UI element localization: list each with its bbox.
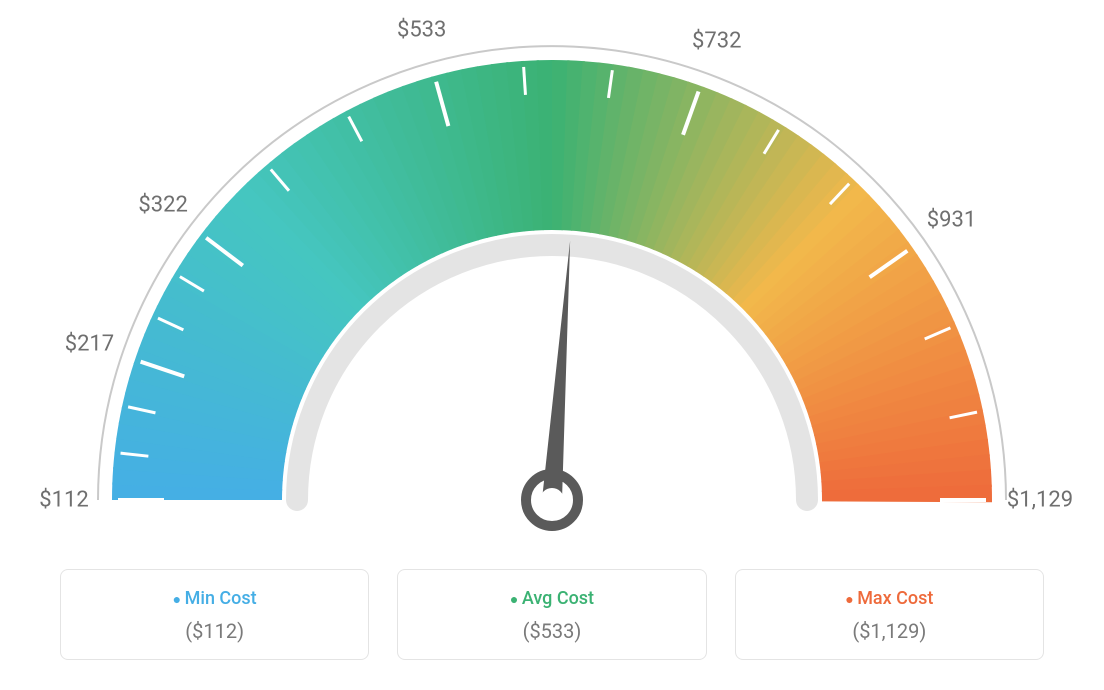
cost-gauge: $112 $217 $322 $533 $732 $931 $1,129 [0,0,1104,560]
legend-min-label: Min Cost [71,588,358,609]
gauge-tick-label: $732 [692,28,741,53]
gauge-tick-label: $112 [39,488,88,513]
legend-card-min: Min Cost ($112) [60,569,369,660]
legend-avg-value: ($533) [408,619,695,643]
legend-max-value: ($1,129) [746,619,1033,643]
gauge-tick-label: $533 [397,17,446,42]
gauge-tick-label: $1,129 [1007,488,1073,513]
legend-avg-label: Avg Cost [408,588,695,609]
gauge-svg [0,0,1104,560]
legend-card-max: Max Cost ($1,129) [735,569,1044,660]
gauge-needle-hub-hole [540,488,564,512]
legend-max-label: Max Cost [746,588,1033,609]
gauge-tick-label: $322 [138,193,187,218]
legend-min-value: ($112) [71,619,358,643]
gauge-tick-label: $217 [65,332,114,357]
gauge-needle [542,241,570,501]
legend-card-avg: Avg Cost ($533) [397,569,706,660]
legend-row: Min Cost ($112) Avg Cost ($533) Max Cost… [60,569,1044,660]
gauge-tick-label: $931 [927,207,976,232]
